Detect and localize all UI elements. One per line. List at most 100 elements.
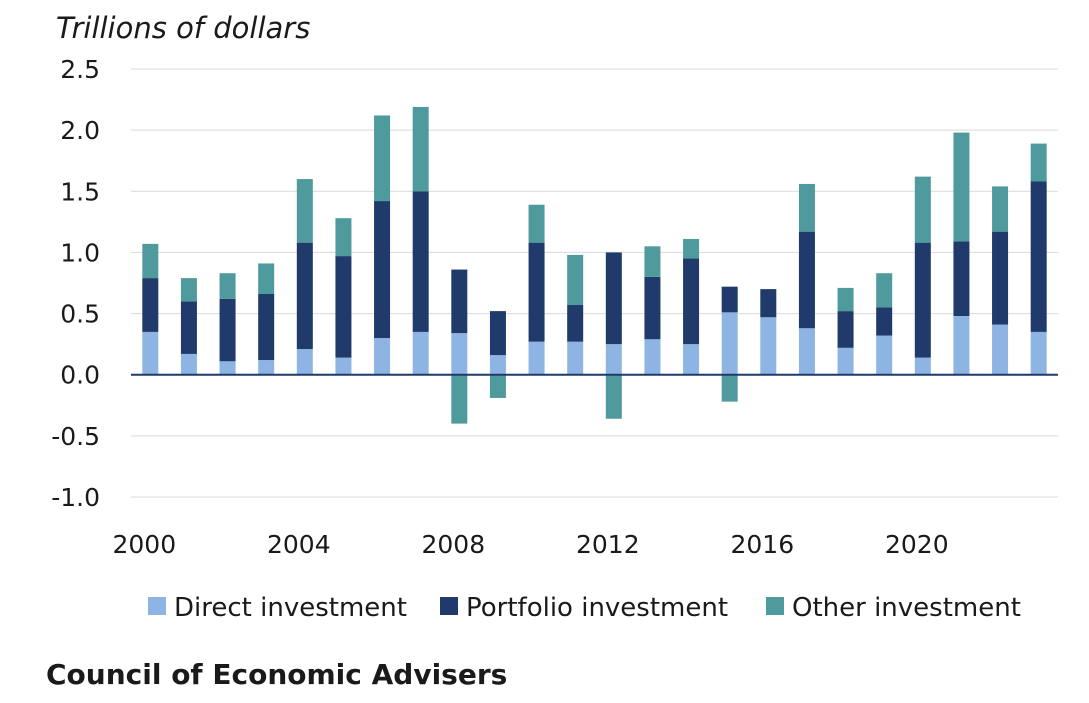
bar-direct-investment-2023 [1030,331,1047,375]
bar-direct-investment-2003 [258,360,275,375]
bar-other-investment-2015 [721,374,738,402]
bar-portfolio-investment-2009 [489,311,506,356]
legend: Direct investment Portfolio investment Oth… [148,593,1021,623]
bar-portfolio-investment-2000 [142,278,159,332]
legend-label: Portfolio investment [466,593,728,623]
bar-direct-investment-2007 [412,331,429,375]
source-label: Council of Economic Advisers [46,658,507,691]
bar-other-investment-2003 [258,263,275,295]
bar-direct-investment-2021 [953,316,970,375]
bar-direct-investment-2012 [605,344,622,375]
x-tick-label: 2016 [731,530,795,559]
bar-other-investment-2021 [953,132,970,242]
bar-direct-investment-2005 [335,357,352,375]
bar-direct-investment-2009 [489,355,506,375]
bar-portfolio-investment-2017 [798,231,815,329]
bar-portfolio-investment-2020 [914,242,931,358]
bar-portfolio-investment-2018 [837,311,854,348]
bar-other-investment-2011 [567,254,584,306]
bar-direct-investment-2006 [374,338,391,375]
bar-direct-investment-2016 [760,317,777,375]
bar-portfolio-investment-2010 [528,242,545,342]
x-tick-label: 2020 [885,530,949,559]
bar-portfolio-investment-2021 [953,241,970,317]
legend-swatch [766,597,784,615]
y-axis-ticks: 2.5 2.0 1.5 1.0 0.5 0.0 -0.5 -1.0 [51,55,100,512]
bar-other-investment-2010 [528,204,545,243]
bars [142,106,1047,424]
bar-other-investment-2005 [335,218,352,257]
bar-direct-investment-2015 [721,312,738,375]
bar-portfolio-investment-2005 [335,256,352,358]
bar-direct-investment-2014 [683,344,700,375]
bar-other-investment-2014 [683,238,700,259]
bar-direct-investment-2011 [567,341,584,375]
bar-portfolio-investment-2004 [296,242,313,350]
bar-other-investment-2020 [914,176,931,243]
bar-other-investment-2002 [219,273,236,299]
legend-swatch [440,597,458,615]
bar-portfolio-investment-2008 [451,269,468,334]
bar-other-investment-2000 [142,243,159,279]
bar-other-investment-2007 [412,106,429,192]
bar-direct-investment-2013 [644,339,661,375]
bar-portfolio-investment-2022 [992,231,1009,325]
bar-other-investment-2022 [992,186,1009,232]
x-tick-label: 2012 [576,530,640,559]
bar-portfolio-investment-2013 [644,276,661,340]
y-axis-title: Trillions of dollars [56,11,310,45]
bar-portfolio-investment-2007 [412,191,429,332]
bar-portfolio-investment-2019 [876,307,893,336]
bar-other-investment-2012 [605,374,622,419]
bar-direct-investment-2022 [992,324,1009,375]
bar-other-investment-2023 [1030,143,1047,182]
bar-other-investment-2004 [296,179,313,243]
bar-portfolio-investment-2015 [721,286,738,313]
bar-other-investment-2001 [180,278,197,302]
x-tick-label: 2008 [422,530,486,559]
bar-other-investment-2008 [451,374,468,424]
bar-other-investment-2018 [837,287,854,312]
y-tick-label: 0.0 [60,361,100,390]
bar-direct-investment-2010 [528,341,545,375]
x-tick-label: 2000 [113,530,177,559]
bar-portfolio-investment-2011 [567,305,584,342]
legend-label: Direct investment [174,593,407,623]
bar-portfolio-investment-2012 [605,252,622,345]
bar-direct-investment-2000 [142,331,159,375]
y-tick-label: 1.0 [60,238,100,267]
legend-item-portfolio-investment: Portfolio investment [440,593,728,623]
y-tick-label: 1.5 [60,177,100,206]
bar-portfolio-investment-2006 [374,201,391,339]
y-tick-label: -1.0 [51,483,100,512]
legend-item-other-investment: Other investment [766,593,1021,623]
y-tick-label: 0.5 [60,300,100,329]
bar-other-investment-2013 [644,246,661,277]
bar-other-investment-2006 [374,115,391,202]
y-tick-label: 2.0 [60,116,100,145]
bar-direct-investment-2019 [876,335,893,375]
bar-portfolio-investment-2023 [1030,181,1047,332]
bar-direct-investment-2004 [296,349,313,375]
legend-swatch [148,597,166,615]
y-tick-label: 2.5 [60,55,100,84]
bar-other-investment-2019 [876,273,893,308]
bar-portfolio-investment-2002 [219,298,236,362]
gridlines [131,68,1058,498]
bar-direct-investment-2008 [451,333,468,375]
bar-direct-investment-2002 [219,361,236,375]
x-tick-label: 2004 [267,530,331,559]
bar-other-investment-2017 [798,183,815,232]
bar-direct-investment-2001 [180,353,197,375]
bar-direct-investment-2017 [798,328,815,375]
bar-direct-investment-2020 [914,357,931,375]
bar-portfolio-investment-2003 [258,294,275,361]
x-axis-ticks: 2000 2004 2008 2012 2016 2020 [113,530,949,559]
bar-direct-investment-2018 [837,347,854,375]
y-tick-label: -0.5 [51,422,100,451]
bar-portfolio-investment-2014 [683,258,700,345]
legend-label: Other investment [792,593,1021,623]
bar-other-investment-2009 [489,374,506,398]
bar-portfolio-investment-2016 [760,289,777,318]
